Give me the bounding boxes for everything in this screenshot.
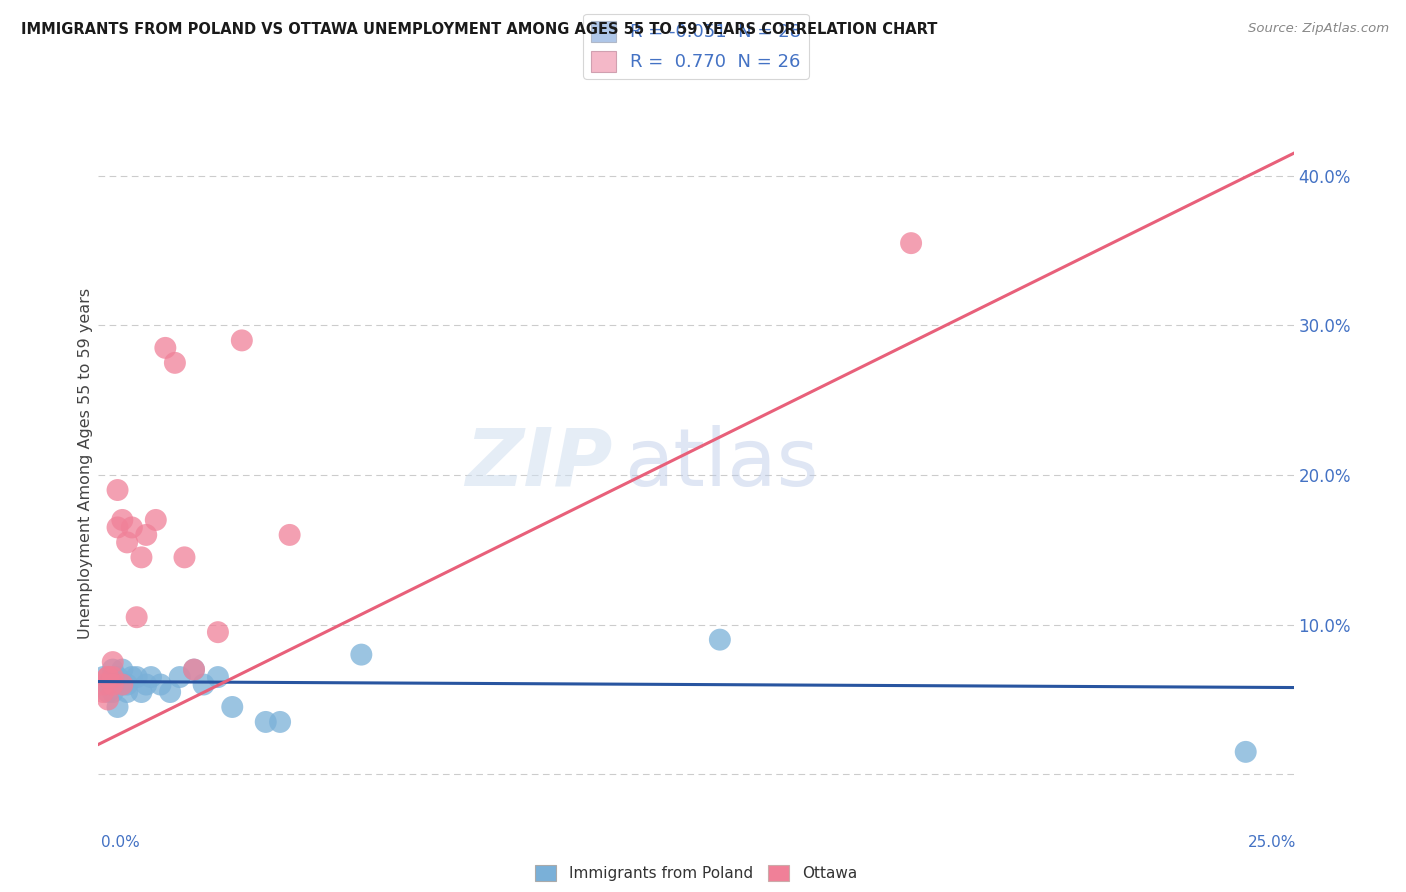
Point	[135, 677, 157, 691]
Point	[121, 670, 143, 684]
Text: Source: ZipAtlas.com: Source: ZipAtlas.com	[1249, 22, 1389, 36]
Point	[101, 670, 124, 684]
Point	[125, 610, 148, 624]
Point	[900, 236, 922, 251]
Y-axis label: Unemployment Among Ages 55 to 59 years: Unemployment Among Ages 55 to 59 years	[77, 288, 93, 640]
Point	[111, 663, 134, 677]
Legend: Immigrants from Poland, Ottawa: Immigrants from Poland, Ottawa	[529, 859, 863, 888]
Point	[107, 483, 129, 497]
Point	[131, 685, 153, 699]
Point	[183, 663, 205, 677]
Point	[97, 670, 120, 684]
Point	[350, 648, 373, 662]
Text: ZIP: ZIP	[465, 425, 613, 503]
Point	[97, 685, 120, 699]
Point	[111, 513, 134, 527]
Point	[278, 528, 301, 542]
Point	[207, 625, 229, 640]
Point	[1234, 745, 1257, 759]
Point	[101, 685, 124, 699]
Point	[163, 356, 186, 370]
Point	[159, 685, 181, 699]
Point	[709, 632, 731, 647]
Text: IMMIGRANTS FROM POLAND VS OTTAWA UNEMPLOYMENT AMONG AGES 55 TO 59 YEARS CORRELAT: IMMIGRANTS FROM POLAND VS OTTAWA UNEMPLO…	[21, 22, 938, 37]
Point	[254, 714, 277, 729]
Point	[101, 677, 124, 691]
Point	[149, 677, 172, 691]
Point	[107, 520, 129, 534]
Point	[145, 513, 167, 527]
Point	[115, 535, 138, 549]
Point	[115, 685, 138, 699]
Point	[231, 334, 253, 348]
Point	[207, 670, 229, 684]
Point	[107, 700, 129, 714]
Text: 25.0%: 25.0%	[1249, 836, 1296, 850]
Point	[221, 700, 243, 714]
Point	[97, 677, 120, 691]
Point	[121, 520, 143, 534]
Point	[125, 670, 148, 684]
Point	[173, 550, 195, 565]
Point	[155, 341, 177, 355]
Point	[97, 692, 120, 706]
Point	[111, 677, 134, 691]
Text: 0.0%: 0.0%	[101, 836, 141, 850]
Point	[183, 663, 205, 677]
Point	[135, 528, 157, 542]
Text: atlas: atlas	[624, 425, 818, 503]
Point	[269, 714, 291, 729]
Point	[91, 670, 114, 684]
Point	[101, 655, 124, 669]
Point	[97, 670, 120, 684]
Point	[111, 677, 134, 691]
Point	[91, 677, 114, 691]
Point	[115, 677, 138, 691]
Point	[101, 663, 124, 677]
Point	[131, 550, 153, 565]
Point	[91, 685, 114, 699]
Point	[169, 670, 191, 684]
Point	[193, 677, 215, 691]
Point	[139, 670, 162, 684]
Point	[107, 670, 129, 684]
